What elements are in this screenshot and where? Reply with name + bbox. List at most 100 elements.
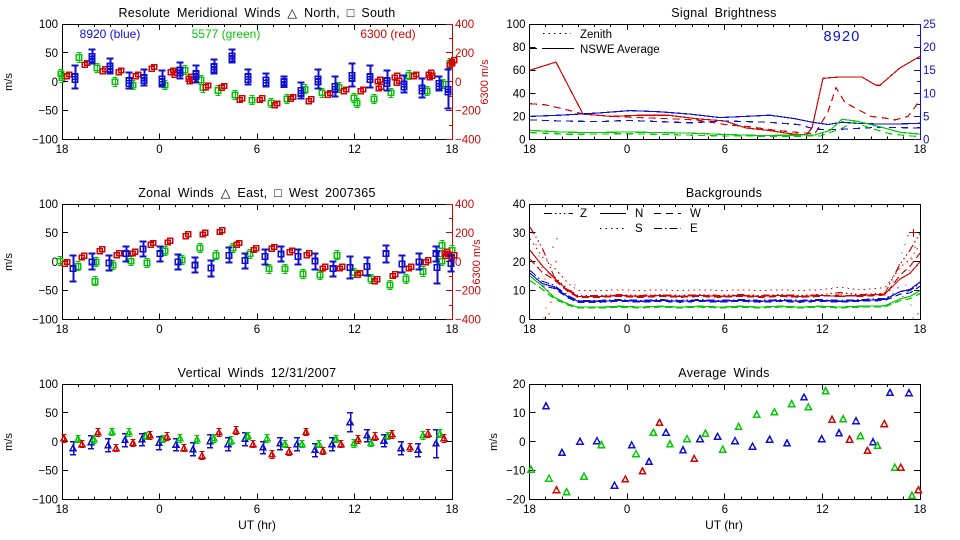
svg-text:m/s: m/s [3, 253, 15, 271]
svg-text:UT (hr): UT (hr) [238, 518, 276, 532]
svg-text:18: 18 [914, 144, 927, 156]
svg-text:18: 18 [446, 144, 459, 156]
svg-text:6300 m/s: 6300 m/s [471, 239, 483, 285]
svg-text:18: 18 [523, 324, 536, 336]
svg-text:10: 10 [513, 408, 526, 420]
svg-text:m/s: m/s [3, 433, 15, 451]
svg-text:50: 50 [45, 228, 58, 240]
svg-text:N: N [635, 208, 643, 220]
svg-text:25: 25 [923, 19, 936, 31]
svg-text:Signal Brightness: Signal Brightness [671, 6, 776, 20]
svg-text:18: 18 [914, 324, 927, 336]
svg-text:Zenith: Zenith [580, 29, 612, 41]
svg-text:0: 0 [519, 315, 525, 327]
svg-text:0: 0 [52, 257, 58, 269]
svg-text:40: 40 [513, 88, 526, 100]
svg-text:0: 0 [52, 77, 58, 89]
svg-text:S: S [635, 223, 643, 235]
svg-text:Zonal Winds △ East, □ West 200: Zonal Winds △ East, □ West 2007365 [138, 186, 376, 200]
svg-text:Average Winds: Average Winds [678, 366, 769, 380]
svg-text:−50: −50 [38, 106, 58, 118]
svg-text:6: 6 [254, 324, 260, 336]
svg-text:18: 18 [446, 324, 459, 336]
svg-text:UT (hr): UT (hr) [705, 518, 743, 532]
svg-text:6: 6 [254, 504, 260, 516]
svg-text:60: 60 [513, 65, 526, 77]
svg-text:18: 18 [523, 504, 536, 516]
svg-text:8920 (blue): 8920 (blue) [80, 27, 141, 41]
svg-text:NSWE Average: NSWE Average [580, 44, 660, 56]
svg-text:0: 0 [624, 324, 630, 336]
svg-text:−200: −200 [455, 286, 481, 298]
svg-text:18: 18 [56, 504, 69, 516]
svg-text:0: 0 [923, 135, 929, 147]
svg-text:5: 5 [923, 111, 929, 123]
svg-text:200: 200 [455, 228, 474, 240]
svg-text:m/s: m/s [488, 433, 500, 451]
svg-text:−400: −400 [455, 315, 481, 327]
svg-text:8920: 8920 [823, 29, 860, 45]
svg-text:30: 30 [513, 228, 526, 240]
svg-text:80: 80 [513, 42, 526, 54]
svg-text:m/s: m/s [3, 73, 15, 91]
svg-text:20: 20 [513, 379, 526, 391]
svg-text:6300 (red): 6300 (red) [360, 27, 415, 41]
svg-text:20: 20 [513, 111, 526, 123]
svg-text:40: 40 [513, 199, 526, 211]
svg-text:0: 0 [455, 77, 461, 89]
svg-text:−50: −50 [38, 286, 58, 298]
svg-text:−100: −100 [32, 495, 58, 507]
svg-text:50: 50 [45, 48, 58, 60]
svg-text:6: 6 [722, 144, 728, 156]
svg-text:−100: −100 [32, 135, 58, 147]
svg-text:15: 15 [923, 65, 936, 77]
svg-text:−400: −400 [455, 135, 481, 147]
svg-text:5577 (green): 5577 (green) [192, 27, 261, 41]
svg-text:100: 100 [39, 199, 58, 211]
svg-text:12: 12 [348, 504, 361, 516]
svg-text:Vertical Winds 12/31/2007: Vertical Winds 12/31/2007 [178, 366, 337, 380]
svg-text:18: 18 [446, 504, 459, 516]
svg-text:0: 0 [624, 144, 630, 156]
svg-text:20: 20 [513, 257, 526, 269]
svg-text:18: 18 [914, 504, 927, 516]
svg-text:Resolute Meridional Winds △ No: Resolute Meridional Winds △ North, □ Sou… [118, 6, 395, 20]
svg-text:W: W [690, 208, 701, 220]
svg-text:50: 50 [45, 408, 58, 420]
svg-text:12: 12 [816, 504, 829, 516]
svg-text:0: 0 [519, 437, 525, 449]
svg-text:0: 0 [455, 257, 461, 269]
svg-text:6300 m/s: 6300 m/s [479, 59, 491, 105]
svg-text:−20: −20 [506, 495, 526, 507]
svg-text:E: E [690, 223, 698, 235]
svg-text:12: 12 [816, 144, 829, 156]
svg-text:0: 0 [156, 504, 162, 516]
svg-text:−50: −50 [38, 466, 58, 478]
svg-text:0: 0 [519, 135, 525, 147]
svg-text:Z: Z [580, 208, 587, 220]
svg-text:20: 20 [923, 42, 936, 54]
svg-text:12: 12 [348, 324, 361, 336]
svg-text:10: 10 [923, 88, 936, 100]
svg-text:18: 18 [56, 324, 69, 336]
svg-text:0: 0 [156, 144, 162, 156]
svg-text:Backgrounds: Backgrounds [686, 186, 762, 200]
svg-text:−10: −10 [506, 466, 526, 478]
svg-text:18: 18 [523, 144, 536, 156]
svg-text:18: 18 [56, 144, 69, 156]
svg-text:6: 6 [254, 144, 260, 156]
svg-text:100: 100 [506, 19, 525, 31]
svg-text:6: 6 [722, 324, 728, 336]
svg-text:10: 10 [513, 286, 526, 298]
svg-text:400: 400 [455, 19, 474, 31]
svg-text:6: 6 [722, 504, 728, 516]
svg-text:400: 400 [455, 199, 474, 211]
svg-text:12: 12 [816, 324, 829, 336]
svg-text:−200: −200 [455, 106, 481, 118]
svg-text:0: 0 [624, 504, 630, 516]
svg-text:12: 12 [348, 144, 361, 156]
svg-text:0: 0 [52, 437, 58, 449]
svg-text:−100: −100 [32, 315, 58, 327]
svg-text:100: 100 [39, 19, 58, 31]
svg-text:0: 0 [156, 324, 162, 336]
